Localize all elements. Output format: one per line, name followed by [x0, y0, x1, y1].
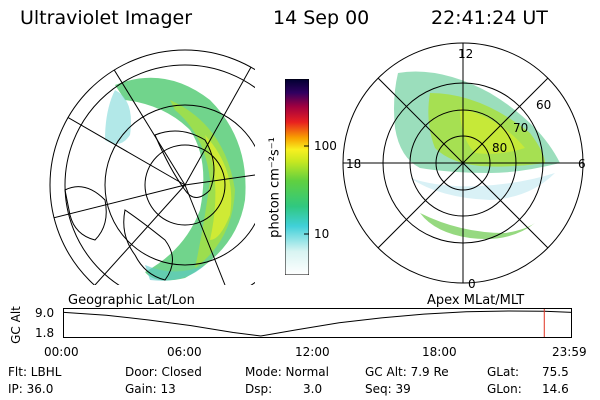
timeline-xtick-0000: 00:00	[44, 345, 79, 359]
instrument-title: Ultraviolet Imager	[20, 7, 193, 29]
left-map-caption: Geographic Lat/Lon	[68, 293, 195, 308]
timeline-xtick-2359: 23:59	[552, 345, 587, 359]
image-time: 22:41:24 UT	[431, 7, 548, 29]
dsp-value: 3.0	[303, 382, 323, 396]
colorbar-tick-10: 10	[314, 227, 330, 241]
timeline-ytick-bottom: 1.8	[35, 326, 55, 340]
colorbar-label: photon cm⁻²s⁻¹	[267, 137, 283, 238]
door-info: Door: Closed	[125, 365, 202, 379]
colorbar	[285, 79, 309, 275]
mlt-label-12: 12	[458, 47, 474, 61]
colorbar-tick-100: 100	[314, 139, 337, 153]
geographic-map	[49, 49, 255, 285]
timeline-axis-label: GC Alt	[9, 306, 23, 344]
altitude-curve	[63, 310, 573, 337]
timeline-xtick-1200: 12:00	[295, 345, 330, 359]
mlat-label-60: 60	[536, 98, 552, 112]
filter-info: Flt: LBHL	[8, 365, 62, 379]
glat-value: 75.5	[542, 365, 569, 379]
mlt-label-18: 18	[346, 157, 362, 171]
dsp-label: Dsp:	[245, 382, 273, 396]
mlat-label-80: 80	[492, 141, 508, 155]
glon-value: 14.6	[542, 382, 569, 396]
mlt-label-0: 0	[468, 277, 476, 291]
right-map-caption: Apex MLat/MLT	[427, 293, 525, 308]
image-date: 14 Sep 00	[273, 7, 370, 29]
altitude-timeline	[63, 308, 573, 338]
timeline-ytick-top: 9.0	[35, 306, 55, 320]
glat-label: GLat:	[487, 365, 520, 379]
mode-info: Mode: Normal	[245, 365, 329, 379]
seq-info: Seq: 39	[365, 382, 411, 396]
ip-info: IP: 36.0	[8, 382, 54, 396]
apex-polar-map	[342, 42, 584, 284]
glon-label: GLon:	[487, 382, 522, 396]
timeline-xtick-0600: 06:00	[167, 345, 202, 359]
mlat-label-70: 70	[513, 121, 529, 135]
mlt-label-6: 6	[578, 157, 586, 171]
timeline-xtick-1800: 18:00	[422, 345, 457, 359]
gain-info: Gain: 13	[125, 382, 176, 396]
gc-alt-info: GC Alt: 7.9 Re	[365, 365, 449, 379]
